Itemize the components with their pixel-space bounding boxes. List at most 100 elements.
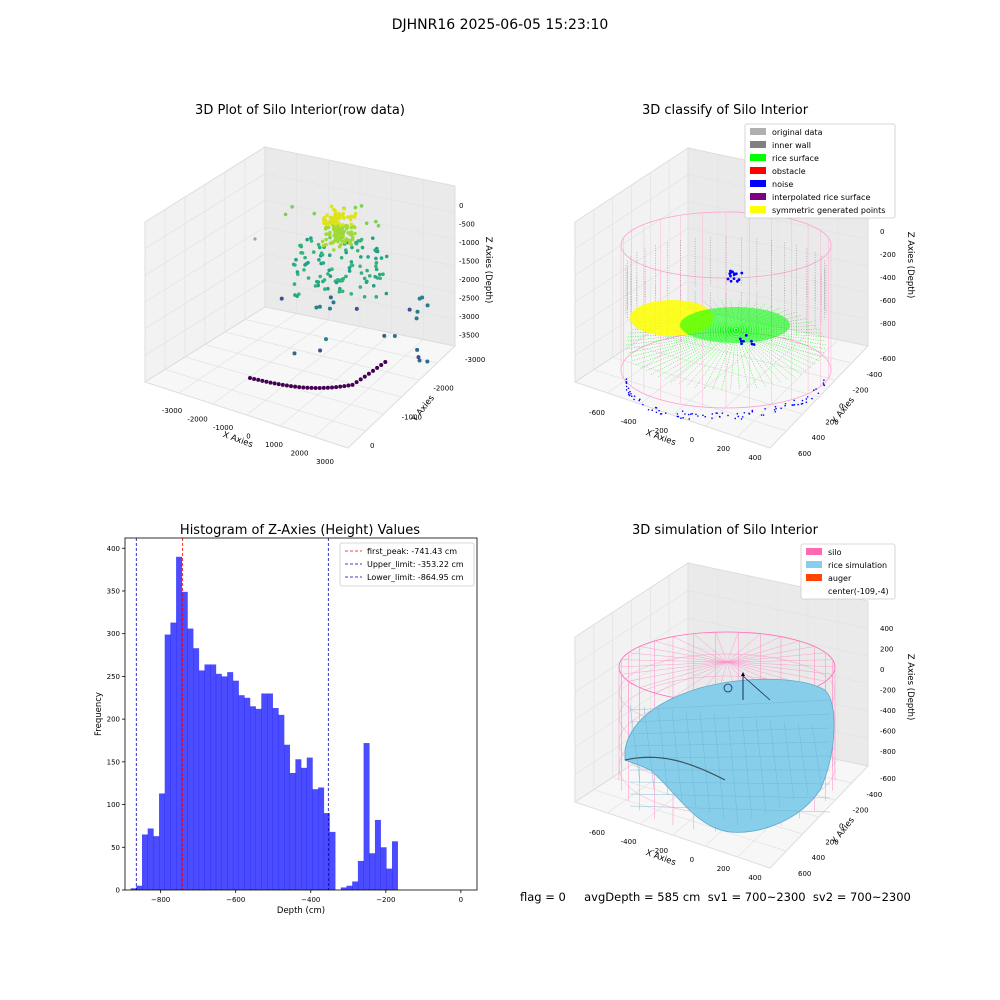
histogram-bar: [232, 680, 239, 890]
p4-z-tick-label: -800: [880, 748, 896, 756]
p2-noise-point: [655, 411, 658, 414]
p2-noise-point: [721, 412, 724, 414]
p4-silo-roof-line: [726, 636, 782, 663]
p1-data-point: [327, 253, 332, 258]
p1-data-point: [283, 212, 288, 217]
p1-data-point: [328, 235, 332, 240]
p2-noise-point: [719, 416, 721, 418]
p2-noise-point: [784, 402, 787, 405]
p1-data-point: [268, 380, 273, 385]
p2-noise-point: [762, 414, 765, 416]
p2-legend-swatch: [750, 180, 766, 187]
p1-data-point: [344, 248, 348, 253]
p4-y-tick-label: 200: [825, 838, 838, 846]
p1-data-point: [256, 377, 261, 382]
p1-data-point: [323, 287, 327, 291]
p2-noise-point: [651, 409, 654, 411]
histogram-bar: [346, 885, 353, 890]
histogram-bar: [130, 888, 137, 890]
p1-data-point: [335, 227, 340, 232]
p4-surface-mesh-line: [629, 793, 831, 799]
p1-data-point: [374, 295, 379, 299]
p1-data-point: [425, 303, 430, 308]
p4-silo-roof-line: [726, 632, 739, 663]
p1-data-point: [354, 306, 359, 311]
p2-noise-point: [684, 413, 686, 415]
p4-x-tick-label: -600: [589, 829, 605, 837]
p4-surface-mesh-line: [657, 707, 669, 796]
p1-data-point: [316, 280, 321, 284]
histogram-bar: [363, 743, 370, 890]
p2-noise-point: [625, 382, 628, 384]
p1-floor-grid-line: [313, 339, 424, 438]
p1-data-point: [350, 245, 354, 250]
p2-noise-point: [797, 403, 799, 406]
p1-data-point: [415, 347, 420, 352]
p4-silo-roof-line: [654, 661, 728, 694]
p2-noise-point: [659, 413, 662, 415]
p4-z-tick-label: 0: [880, 666, 884, 674]
p2-noise-point: [677, 415, 680, 418]
histogram-bar: [181, 591, 188, 890]
p4-x-tick-label: 0: [690, 856, 694, 864]
p1-x-tick-label: -3000: [162, 407, 182, 415]
p1-data-point: [284, 383, 289, 388]
p2-noise-point: [630, 393, 632, 395]
p1-data-point: [348, 217, 353, 222]
p2-rice-surface-line: [663, 329, 737, 381]
p1-data-point: [338, 286, 342, 291]
p1-z-tick-label: -1000: [459, 239, 479, 247]
histogram-bar: [306, 757, 313, 890]
p2-noise-point: [736, 412, 739, 415]
histogram-bar: [380, 847, 387, 890]
p4-legend-label: auger: [828, 574, 852, 583]
p1-data-point: [248, 376, 252, 380]
p1-data-point: [349, 242, 354, 247]
p2-legend-swatch: [750, 141, 766, 148]
histogram-legend-label: Upper_limit: -353.22 cm: [367, 560, 464, 569]
p1-data-point: [414, 316, 419, 321]
p2-noise-point: [664, 412, 667, 414]
p1-data-point: [279, 296, 284, 301]
p1-data-point: [352, 215, 357, 219]
histogram-x-tick-label: −600: [226, 896, 245, 904]
p4-surface-mesh-line: [629, 805, 831, 813]
p1-data-point: [350, 214, 354, 219]
p1-data-point: [342, 384, 347, 389]
p4-surface-mesh-line: [769, 719, 781, 808]
p1-data-point: [343, 240, 347, 245]
p2-noise-point: [695, 413, 697, 416]
histogram-bar: [141, 834, 148, 890]
p2-noise-point: [735, 279, 739, 283]
p1-data-point: [334, 385, 339, 390]
p1-data-point: [264, 379, 269, 384]
p1-z-axis-label: Z Axies (Depth): [483, 237, 493, 304]
p1-data-point: [292, 282, 297, 286]
p1-data-point: [367, 274, 372, 278]
p2-noise-point: [740, 418, 743, 420]
p2-noise-point: [627, 393, 630, 396]
p4-auger-line: [742, 675, 771, 701]
panel2-title: 3D classify of Silo Interior: [641, 103, 809, 118]
p4-silo-roof-line: [639, 661, 728, 688]
p2-noise-point: [740, 271, 744, 275]
p1-data-point: [376, 223, 381, 228]
p1-data-point: [347, 269, 352, 273]
p1-data-point: [318, 274, 323, 279]
p4-center-marker: [723, 683, 733, 693]
p2-noise-point: [744, 333, 748, 337]
p1-data-point: [353, 231, 357, 236]
p2-noise-point: [676, 413, 679, 415]
p2-noise-point: [680, 417, 682, 420]
histogram-y-tick-label: 400: [107, 545, 120, 553]
p4-silo-roof-line: [628, 661, 728, 682]
p1-data-point: [321, 385, 326, 390]
p1-data-point: [353, 205, 358, 210]
p2-noise-point: [726, 277, 730, 281]
p2-rice-surface-line: [640, 329, 737, 369]
p2-noise-point: [743, 411, 746, 414]
p2-rice-surface-patch: [680, 307, 790, 343]
p4-surface-mesh-line: [783, 721, 795, 802]
p1-data-point: [384, 291, 389, 296]
p1-data-point: [350, 237, 355, 242]
